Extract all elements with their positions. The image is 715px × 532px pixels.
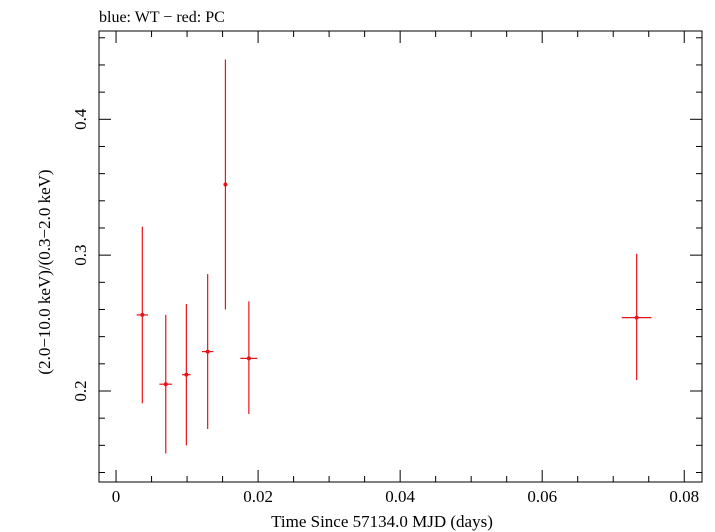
point-marker	[205, 349, 210, 354]
x-tick-label: 0	[112, 487, 121, 506]
plot-frame	[98, 30, 703, 483]
data-point	[223, 59, 228, 310]
x-tick-label: 0.08	[669, 487, 699, 506]
chart-title: blue: WT − red: PC	[99, 9, 225, 26]
point-marker	[223, 182, 228, 187]
data-point	[136, 226, 149, 404]
y-tick-labels: 0.2 0.3 0.4	[71, 108, 90, 401]
data-point	[240, 301, 258, 415]
data-point	[159, 314, 173, 454]
y-tick-label: 0.3	[71, 245, 90, 266]
x-tick-label: 0.06	[527, 487, 557, 506]
data-point	[201, 274, 214, 430]
y-axis-label: (2.0−10.0 keV)/(0.3−2.0 keV)	[35, 169, 54, 374]
data-point	[621, 253, 652, 381]
point-marker	[246, 356, 251, 361]
point-marker	[163, 382, 168, 387]
point-marker	[634, 315, 639, 320]
x-tick-label: 0.02	[243, 487, 273, 506]
x-axis-label: Time Since 57134.0 MJD (days)	[271, 512, 493, 531]
data-point	[182, 304, 191, 446]
point-marker	[140, 312, 145, 317]
x-tick-label: 0.04	[385, 487, 415, 506]
y-tick-label: 0.2	[71, 380, 90, 401]
y-tick-label: 0.4	[71, 108, 90, 130]
axis-ticks	[99, 31, 702, 482]
x-tick-labels: 0 0.02 0.04 0.06 0.08	[112, 487, 699, 506]
point-marker	[184, 372, 189, 377]
data-points	[136, 59, 652, 454]
